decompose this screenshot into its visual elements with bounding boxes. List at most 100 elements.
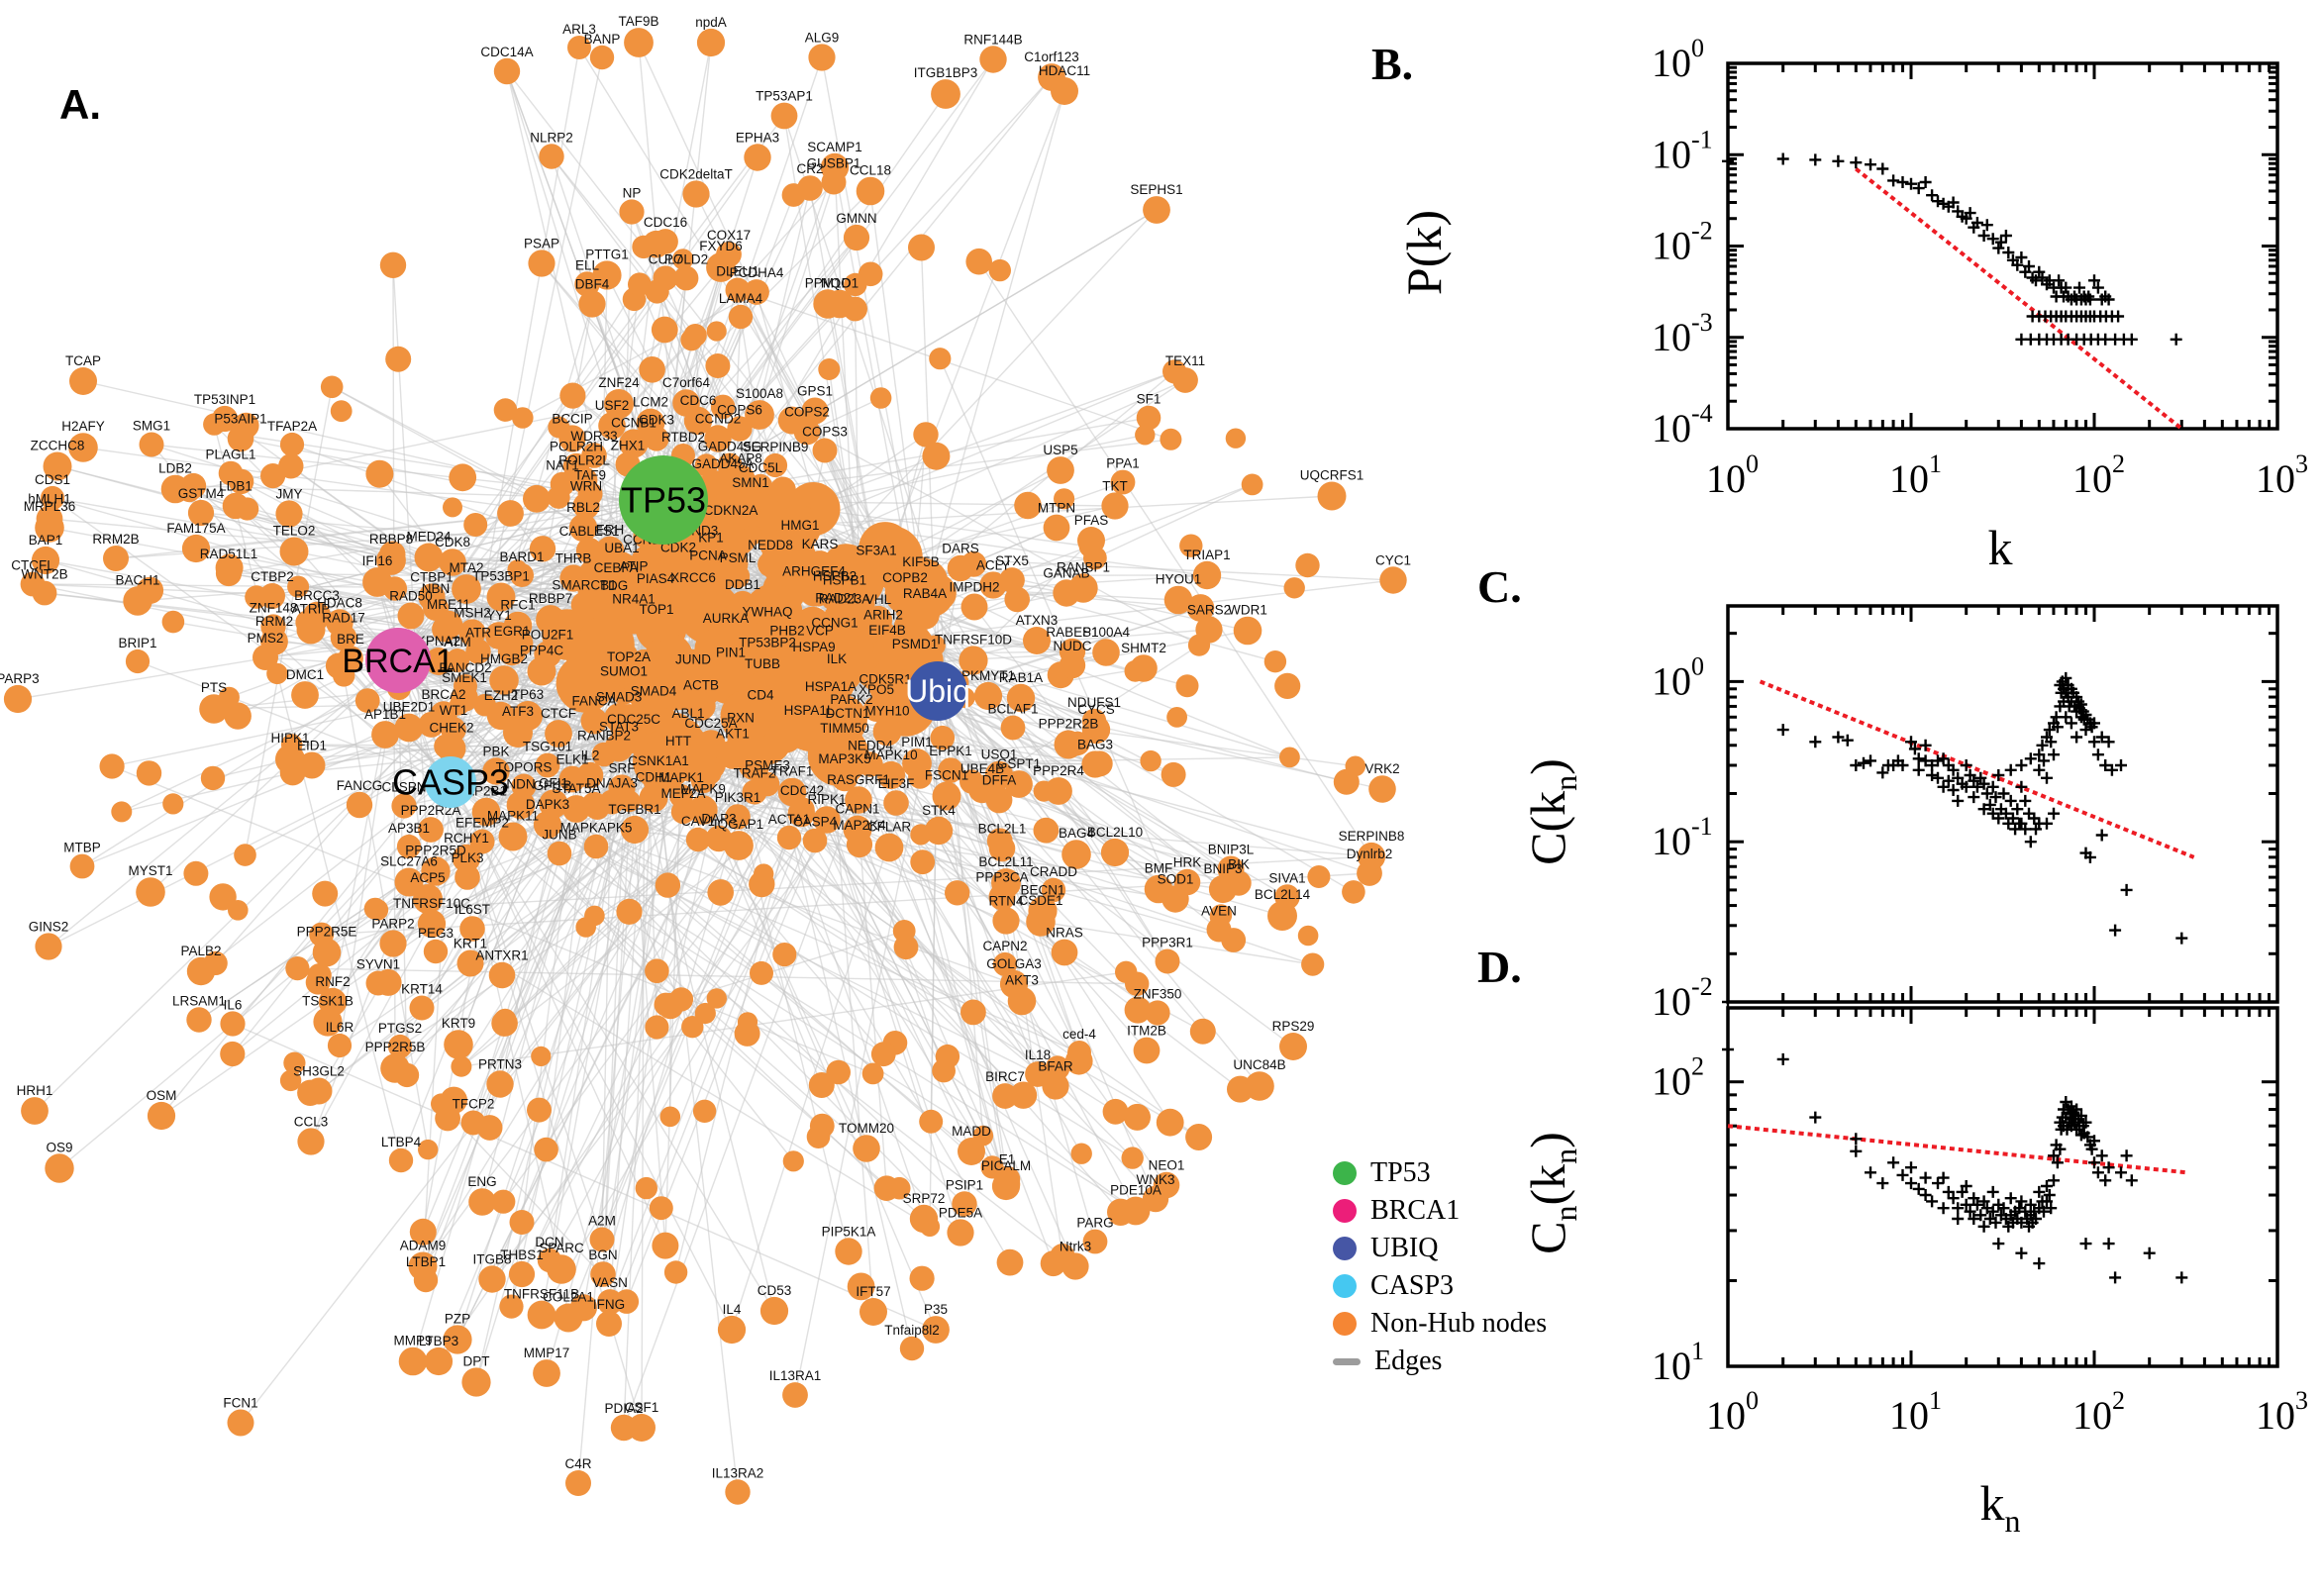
svg-text:TOPORS: TOPORS [496, 760, 553, 775]
svg-text:RRM2B: RRM2B [92, 532, 139, 547]
svg-text:RTBD2: RTBD2 [661, 430, 705, 445]
svg-text:ARIH2: ARIH2 [863, 607, 903, 622]
svg-text:SMAD3: SMAD3 [596, 689, 643, 704]
svg-text:UBE2D1: UBE2D1 [383, 700, 436, 715]
svg-text:10-2: 10-2 [1652, 972, 1713, 1024]
svg-text:SMG1: SMG1 [133, 418, 170, 433]
svg-text:ITM2B: ITM2B [1127, 1024, 1166, 1039]
svg-text:Cn​(kn​): Cn​(kn​) [1520, 1132, 1583, 1254]
svg-text:POLR2H: POLR2H [550, 440, 603, 454]
svg-text:FXYD6: FXYD6 [699, 239, 743, 253]
svg-text:AVEN: AVEN [1201, 904, 1237, 919]
svg-text:IL13RA1: IL13RA1 [769, 1368, 822, 1383]
panel-d-label: D. [1477, 942, 1522, 992]
svg-text:TOP1: TOP1 [639, 602, 673, 617]
svg-text:MAPK11: MAPK11 [487, 809, 539, 824]
svg-text:DAPK3: DAPK3 [526, 797, 569, 812]
svg-text:UBA1: UBA1 [604, 541, 639, 555]
svg-text:WNK3: WNK3 [1136, 1172, 1174, 1187]
svg-text:CDS1: CDS1 [35, 472, 70, 487]
svg-text:PPA1: PPA1 [1106, 456, 1140, 471]
svg-text:BNIP3: BNIP3 [1203, 861, 1242, 876]
svg-text:DCN: DCN [535, 1235, 563, 1249]
svg-text:CSF1: CSF1 [625, 1400, 659, 1415]
svg-text:HRH1: HRH1 [17, 1083, 53, 1098]
svg-text:SHMT2: SHMT2 [1121, 641, 1166, 655]
legend-item-label: Non-Hub nodes [1370, 1308, 1548, 1339]
svg-text:TSG101: TSG101 [523, 740, 572, 754]
svg-text:HSPA1A: HSPA1A [805, 679, 857, 694]
svg-text:RAD23A: RAD23A [819, 592, 871, 607]
svg-text:BCLAF1: BCLAF1 [987, 702, 1038, 717]
svg-text:COX17: COX17 [707, 228, 751, 243]
svg-text:BRCA1: BRCA1 [342, 643, 454, 680]
svg-text:PIN1: PIN1 [716, 646, 746, 660]
svg-text:ARL3: ARL3 [562, 22, 596, 37]
svg-text:MRE11: MRE11 [427, 597, 470, 612]
svg-text:EFEMP2: EFEMP2 [455, 815, 509, 830]
legend-item-label: BRCA1 [1370, 1195, 1461, 1226]
svg-text:BARD1: BARD1 [499, 549, 544, 564]
svg-text:Ntrk3: Ntrk3 [1060, 1239, 1091, 1253]
svg-text:VHL: VHL [865, 592, 892, 607]
svg-text:WDR33: WDR33 [570, 429, 617, 444]
svg-text:KPNA2: KPNA2 [417, 634, 460, 648]
svg-text:CAPN2: CAPN2 [982, 939, 1027, 953]
svg-text:RBBP8: RBBP8 [369, 532, 413, 547]
svg-text:ARHGEF4: ARHGEF4 [782, 564, 846, 579]
svg-text:BECN1: BECN1 [1020, 882, 1064, 897]
svg-text:ACTB: ACTB [683, 677, 719, 692]
svg-text:CD4: CD4 [747, 687, 773, 702]
svg-text:100: 100 [1706, 449, 1759, 501]
svg-text:TP53BP1: TP53BP1 [472, 569, 530, 584]
svg-text:AKT3: AKT3 [1005, 973, 1039, 988]
svg-text:100: 100 [1652, 34, 1704, 85]
legend-item-label: Edges [1374, 1346, 1443, 1376]
svg-text:DCTN1: DCTN1 [825, 706, 869, 721]
svg-text:TIMM50: TIMM50 [820, 721, 869, 736]
svg-text:CCL18: CCL18 [850, 163, 891, 178]
svg-text:PKMYT1: PKMYT1 [961, 668, 1015, 683]
svg-text:MTBP: MTBP [63, 841, 101, 855]
svg-text:NP: NP [623, 185, 642, 200]
svg-text:SF1: SF1 [1137, 392, 1162, 407]
svg-text:PCNA: PCNA [689, 549, 727, 563]
svg-text:S100A8: S100A8 [736, 386, 783, 401]
svg-text:KRT9: KRT9 [442, 1016, 475, 1031]
svg-text:ITGB8: ITGB8 [472, 1251, 511, 1266]
svg-text:MMP9: MMP9 [393, 1334, 432, 1348]
svg-text:RAD17: RAD17 [322, 611, 365, 626]
svg-text:GFI1: GFI1 [539, 775, 568, 790]
svg-text:TP63: TP63 [512, 687, 544, 702]
svg-text:CDC25C: CDC25C [607, 712, 660, 727]
svg-text:CSNK1A1: CSNK1A1 [628, 753, 689, 768]
svg-text:PDE10A: PDE10A [1110, 1183, 1162, 1198]
svg-text:ADAM9: ADAM9 [400, 1238, 447, 1252]
svg-text:TSSK1B: TSSK1B [302, 993, 354, 1008]
svg-text:RRM2: RRM2 [255, 614, 293, 629]
svg-text:BMF: BMF [1145, 861, 1173, 876]
svg-text:TUBB: TUBB [745, 656, 780, 671]
svg-text:CCL3: CCL3 [294, 1114, 329, 1129]
svg-text:P53AIP1: P53AIP1 [214, 412, 266, 427]
svg-text:CDC25A: CDC25A [684, 716, 737, 731]
svg-text:PIK3R1: PIK3R1 [715, 790, 761, 805]
svg-text:WT1: WT1 [440, 703, 468, 718]
svg-text:STAT3: STAT3 [599, 720, 639, 735]
svg-text:ZNF24: ZNF24 [598, 375, 640, 390]
svg-text:ACTA1: ACTA1 [768, 812, 811, 827]
svg-text:SRP72: SRP72 [903, 1191, 946, 1206]
svg-text:UQCRFS1: UQCRFS1 [1300, 468, 1364, 483]
svg-text:PFAS: PFAS [1074, 513, 1109, 528]
svg-text:AKAP8: AKAP8 [719, 450, 762, 465]
svg-text:DARS: DARS [942, 542, 979, 556]
svg-text:DPT: DPT [463, 1353, 490, 1368]
svg-text:100: 100 [1706, 1386, 1759, 1438]
svg-text:COPS3: COPS3 [802, 424, 848, 439]
svg-text:TP53: TP53 [621, 480, 706, 521]
svg-text:RAD50: RAD50 [389, 588, 433, 603]
svg-text:MED24: MED24 [406, 529, 452, 544]
svg-text:MTPN: MTPN [1038, 501, 1075, 516]
